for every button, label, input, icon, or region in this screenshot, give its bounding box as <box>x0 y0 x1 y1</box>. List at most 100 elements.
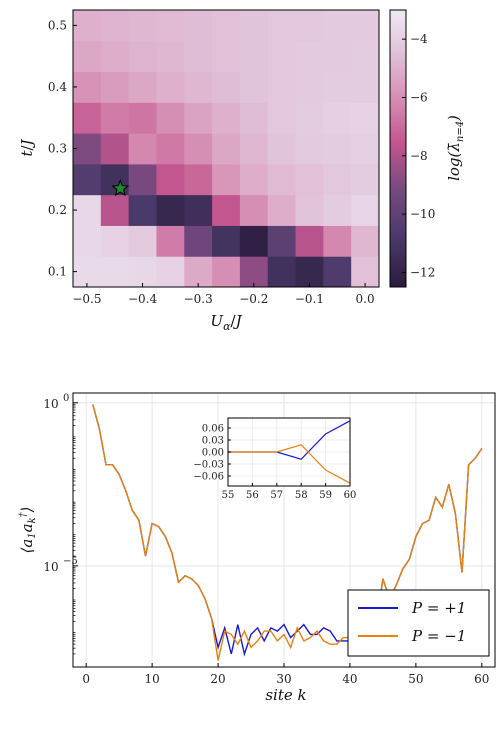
inset-y-tick-label: −0.03 <box>193 460 224 471</box>
heatmap-cell <box>267 133 297 165</box>
heatmap-cell <box>100 40 130 73</box>
line-series <box>92 404 483 661</box>
heatmap-x-tick-label: −0.2 <box>239 292 268 306</box>
heatmap-cell <box>267 163 297 196</box>
inset-x-tick-label: 55 <box>222 490 235 501</box>
inset-x-tick-label: 56 <box>246 490 259 501</box>
star-marker-shape <box>111 179 130 197</box>
heatmap-x-tick-label: −0.4 <box>128 292 158 306</box>
heatmap-cell <box>100 71 130 103</box>
heatmap-cell <box>323 102 352 134</box>
legend: P = +1 P = −1 <box>358 599 466 645</box>
heatmap-cell <box>351 10 380 42</box>
legend-box <box>347 589 490 657</box>
heatmap-cell <box>184 225 213 257</box>
heatmap-cell <box>295 133 324 165</box>
heatmap-cell <box>351 225 380 257</box>
colorbar-ticks: −4 −6 −8 −10 −12 <box>402 32 435 279</box>
heatmap-cell <box>128 10 157 42</box>
heatmap-cell <box>73 40 102 73</box>
heatmap-cell <box>351 133 380 165</box>
heatmap-cell <box>295 225 324 257</box>
line-x-tick-label: 10 <box>144 672 159 686</box>
heatmap-cell <box>156 225 185 257</box>
line-x-tick-label: 30 <box>276 672 291 686</box>
heatmap-cell <box>100 194 130 226</box>
inset-x-tick-label: 59 <box>319 490 332 501</box>
line-x-tick-label: 40 <box>342 672 357 686</box>
heatmap-cell <box>295 256 324 288</box>
heatmap-cell <box>212 10 241 42</box>
heatmap-cell <box>73 133 102 165</box>
heatmap-xlabel: Uα/J <box>210 312 242 333</box>
line-x-tick-label: 50 <box>408 672 423 686</box>
heatmap-cell <box>156 40 185 73</box>
heatmap-cell <box>73 194 102 226</box>
heatmap-cell <box>156 163 185 196</box>
heatmap-x-tick-label: −0.1 <box>295 292 324 306</box>
heatmap-cell <box>100 133 130 165</box>
line-x-tick-label: 0 <box>82 672 90 686</box>
heatmap-cell <box>156 102 185 134</box>
heatmap-cell <box>184 10 213 42</box>
heatmap-cell <box>128 194 157 226</box>
heatmap-cell <box>212 194 241 226</box>
colorbar-label: log(λ̄n=4) <box>445 115 466 181</box>
heatmap-cell <box>323 194 352 226</box>
colorbar-tick-label: −6 <box>410 90 428 104</box>
heatmap-cell <box>156 10 185 42</box>
inset-y-tick-label: −0.06 <box>193 472 224 483</box>
heatmap-y-tick-label: 0.2 <box>48 203 67 217</box>
inset-x-tick-label: 60 <box>344 490 357 501</box>
heatmap-cell <box>239 256 269 288</box>
heatmap-cell <box>295 10 324 42</box>
line-y-tick-label: 10 <box>43 560 58 574</box>
heatmap-cell <box>212 225 241 257</box>
heatmap-cell <box>295 194 324 226</box>
heatmap-cell <box>212 163 241 196</box>
heatmap-y-tick-label: 0.5 <box>48 18 67 32</box>
heatmap-cell <box>239 40 269 73</box>
heatmap-cell <box>239 194 269 226</box>
heatmap-cell <box>156 194 185 226</box>
line-y-tick-exponent: 0 <box>63 393 69 404</box>
heatmap-cell <box>239 133 269 165</box>
line-x-tick-label: 20 <box>210 672 225 686</box>
heatmap-cell <box>351 40 380 73</box>
heatmap-cell <box>212 40 241 73</box>
heatmap-cells <box>73 10 380 288</box>
heatmap-ylabel: t/J <box>18 138 36 156</box>
heatmap-cell <box>351 194 380 226</box>
heatmap-cell <box>73 256 102 288</box>
heatmap-cell <box>239 71 269 103</box>
heatmap-cell <box>267 225 297 257</box>
heatmap-cell <box>267 40 297 73</box>
heatmap-y-tick-label: 0.4 <box>48 80 67 94</box>
heatmap-cell <box>128 40 157 73</box>
star-marker <box>111 179 130 197</box>
inset-y-ticks: 0.060.030.00−0.03−0.06 <box>193 424 231 483</box>
heatmap-y-tick-label: 0.1 <box>48 265 67 279</box>
series-line-p-minus <box>92 404 483 661</box>
heatmap-cell <box>323 225 352 257</box>
heatmap-cell <box>73 225 102 257</box>
heatmap-cell <box>323 256 352 288</box>
heatmap-cell <box>323 71 352 103</box>
heatmap-cell <box>100 10 130 42</box>
heatmap-cell <box>323 10 352 42</box>
inset-x-tick-label: 57 <box>270 490 283 501</box>
heatmap-cell <box>184 256 213 288</box>
heatmap-cell <box>73 102 102 134</box>
heatmap-cell <box>239 163 269 196</box>
heatmap-x-ticks: −0.5 −0.4 −0.3 −0.2 −0.1 0.0 <box>72 283 375 306</box>
heatmap-cell <box>156 71 185 103</box>
heatmap-cell <box>267 102 297 134</box>
heatmap-cell <box>295 163 324 196</box>
inset-series-p-minus <box>228 444 351 484</box>
colorbar-tick-label: −8 <box>410 149 428 163</box>
line-ylabel: ⟨a1ak†⟩ <box>18 506 38 553</box>
heatmap-cell <box>295 102 324 134</box>
heatmap-cell <box>239 225 269 257</box>
heatmap-cell <box>212 71 241 103</box>
heatmap-cell <box>239 102 269 134</box>
